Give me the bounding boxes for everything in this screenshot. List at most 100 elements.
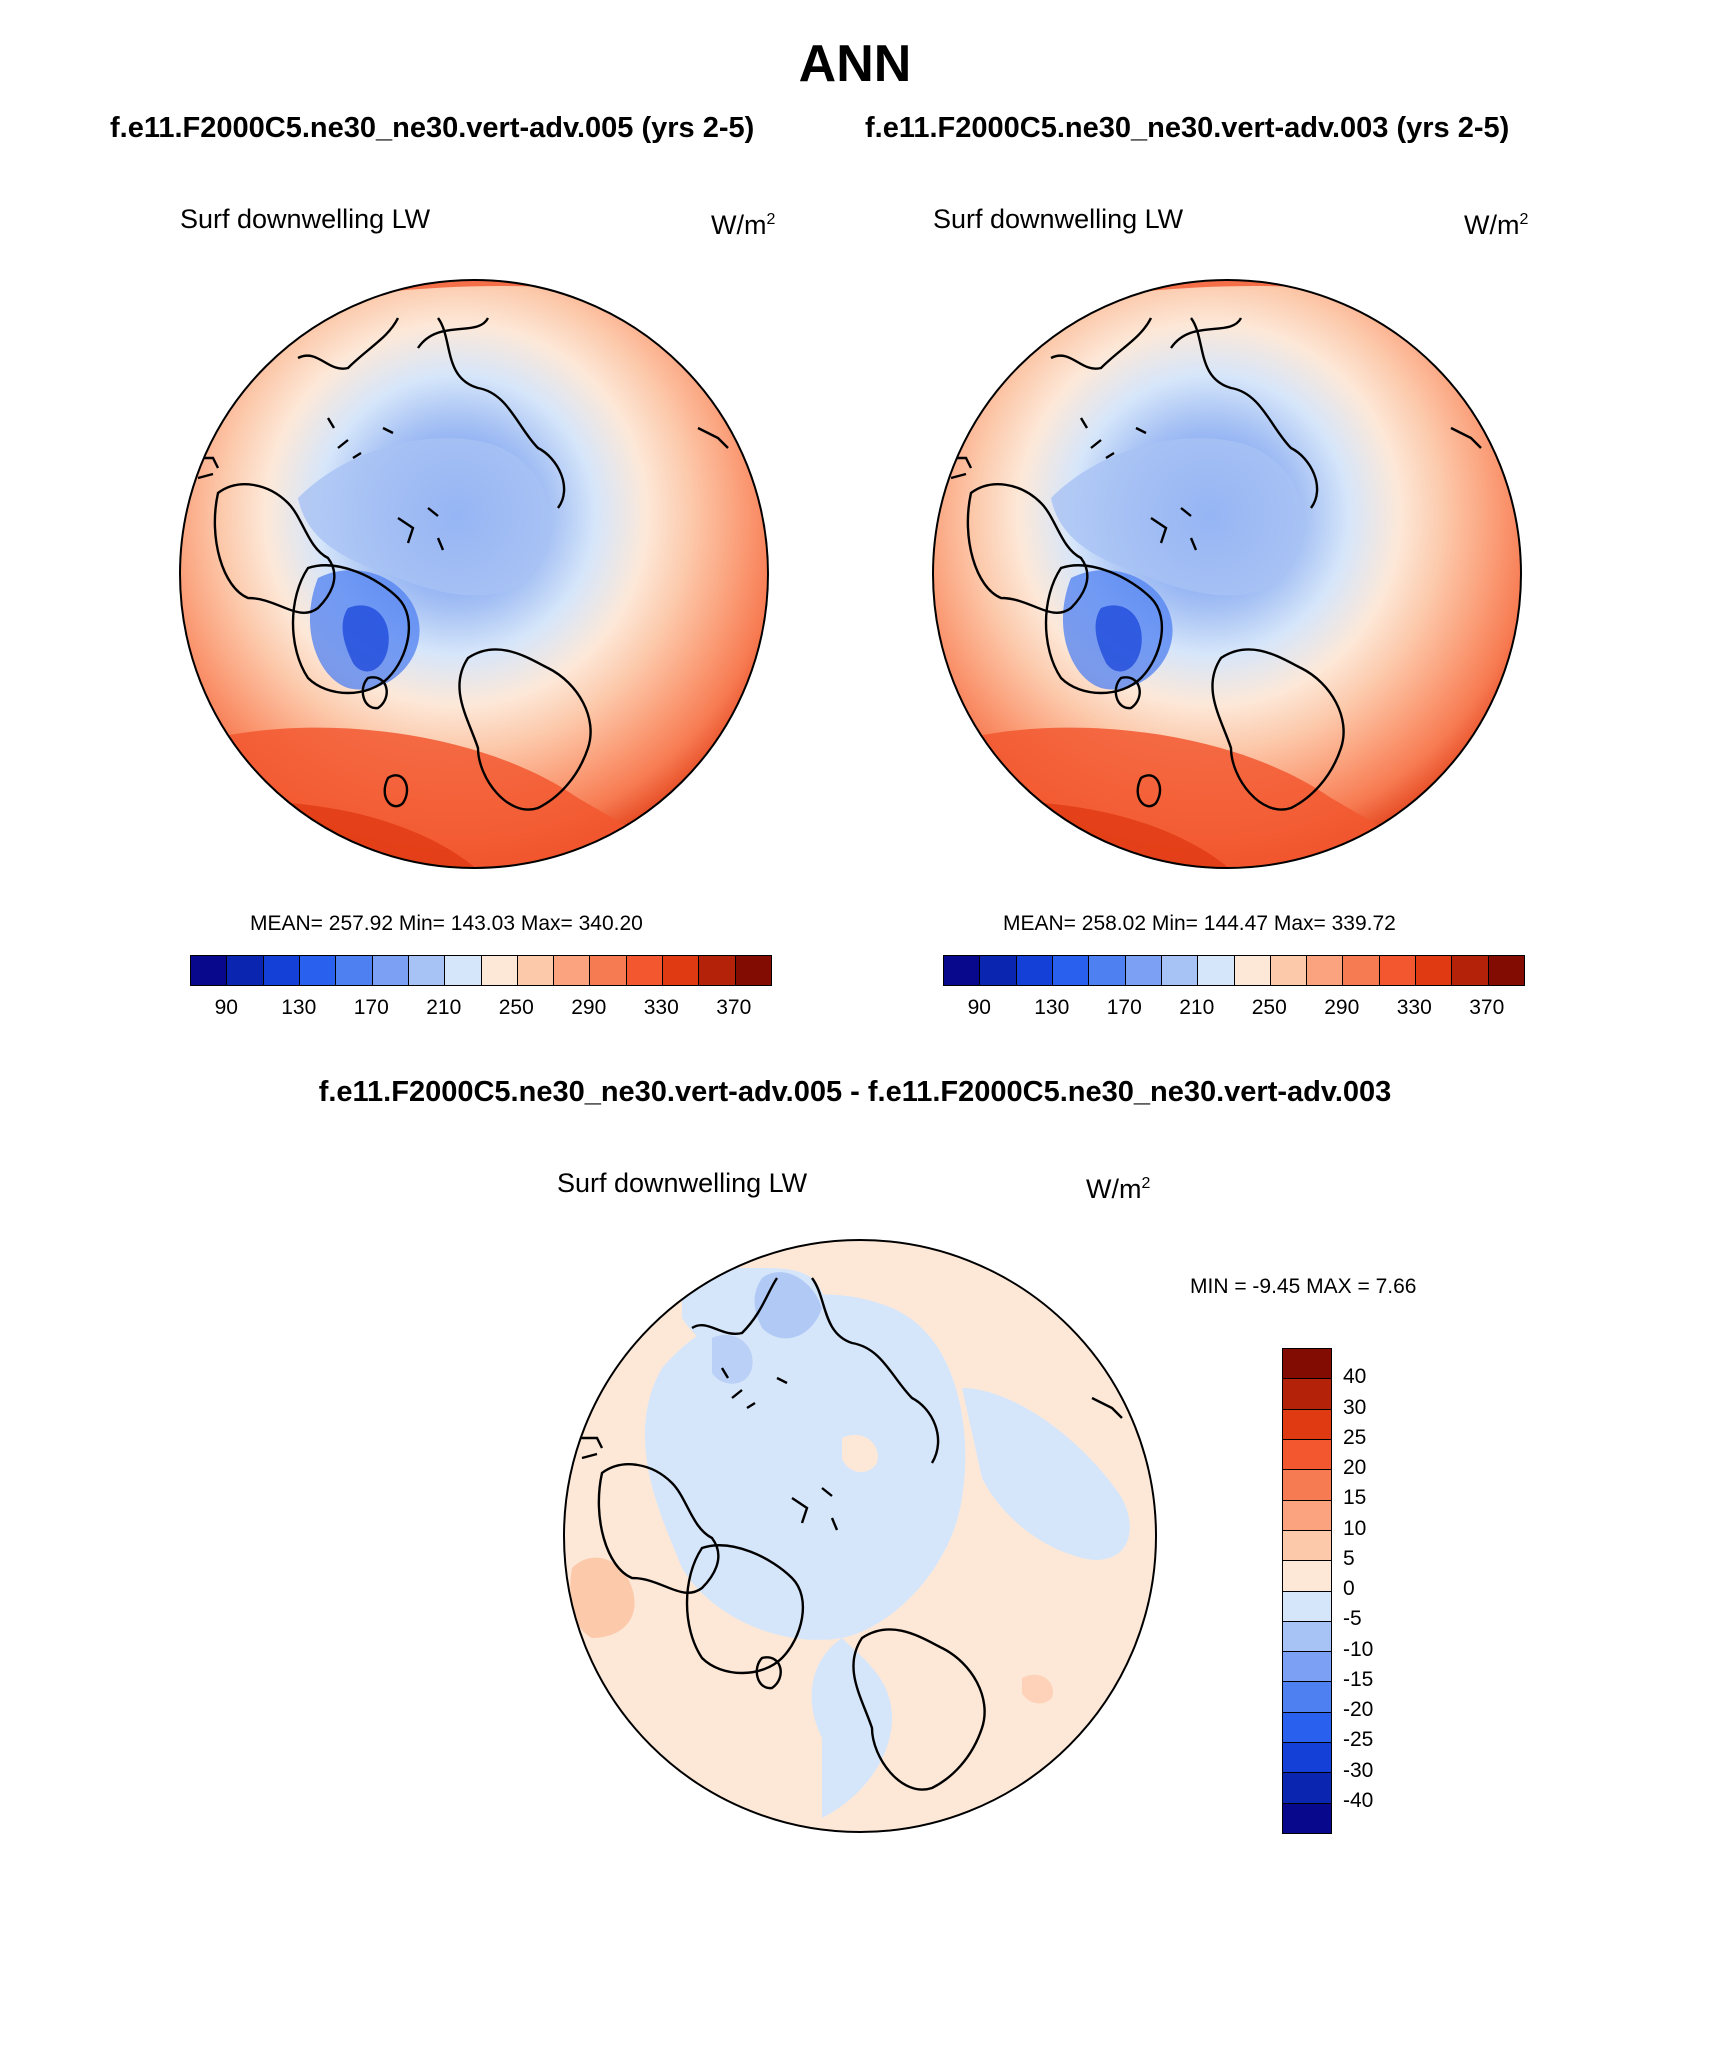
diff-colorbar-tick-label: -15 [1343, 1667, 1374, 1691]
panel1-colorbar-swatch [554, 956, 591, 985]
diff-colorbar [1282, 1348, 1332, 1834]
diff-colorbar-swatch [1283, 1621, 1331, 1653]
panel2-colorbar-swatch [1234, 956, 1271, 985]
diff-variable-label: Surf downwelling LW [557, 1168, 808, 1198]
diff-units-label: W/m2 [1086, 1174, 1151, 1204]
diff-stats: MIN = -9.45 MAX = 7.66 [1190, 1275, 1417, 1298]
panel2-colorbar-swatch [1052, 956, 1090, 985]
panel2-colorbar-tick-label: 130 [1034, 996, 1070, 1019]
panel1-units-label: W/m2 [711, 210, 776, 240]
panel1-colorbar-tick-label: 330 [643, 996, 679, 1019]
panel2-colorbar-swatch [944, 956, 981, 985]
panel1-colorbar-tick-label: 370 [716, 996, 752, 1019]
diff-colorbar-swatch [1283, 1530, 1331, 1562]
diff-colorbar-tick-label: -40 [1343, 1788, 1374, 1812]
diff-colorbar-tick-label: 0 [1343, 1577, 1355, 1600]
panel1-variable-label: Surf downwelling LW [180, 204, 431, 234]
panel1-colorbar-tick-label: 90 [214, 996, 238, 1019]
panel2-colorbar-swatch [1089, 956, 1126, 985]
panel1-colorbar-tick-label: 130 [281, 996, 317, 1019]
panel2-colorbar-swatch [1343, 956, 1380, 985]
panel1-colorbar-swatch [481, 956, 518, 985]
panel2-colorbar-tick-label: 210 [1179, 996, 1215, 1019]
panel2-colorbar-swatch [980, 956, 1017, 985]
polar-map-difference [563, 1239, 1157, 1833]
panel1-colorbar-swatch [372, 956, 409, 985]
polar-map-case2 [932, 279, 1522, 869]
diff-colorbar-swatch [1283, 1712, 1331, 1744]
panel2-colorbar-swatch [1161, 956, 1199, 985]
diff-colorbar-tick-label: 20 [1343, 1456, 1367, 1479]
panel2-colorbar-swatch [1452, 956, 1489, 985]
diff-colorbar-swatch [1283, 1349, 1331, 1380]
difference-title: f.e11.F2000C5.ne30_ne30.vert-adv.005 - f… [318, 1076, 1392, 1108]
panel2-colorbar-ticks: 90 130 170 210 250 290 330 370 [0, 996, 1710, 1026]
panel2-colorbar-tick-label: 250 [1251, 996, 1287, 1019]
panel1-colorbar-tick-label: 170 [353, 996, 389, 1019]
panel2-colorbar-swatch [1198, 956, 1235, 985]
diff-colorbar-swatch [1283, 1652, 1331, 1683]
diff-colorbar-swatch [1283, 1500, 1331, 1531]
panel1-colorbar-swatch [663, 956, 700, 985]
panel1-colorbar-swatch [263, 956, 300, 985]
panel1-colorbar-swatch [336, 956, 373, 985]
panel2-colorbar-tick-label: 170 [1106, 996, 1142, 1019]
panel2-colorbar-tick-label: 290 [1324, 996, 1360, 1019]
panel1-colorbar-tick-label: 290 [571, 996, 607, 1019]
panel2-colorbar-tick-label: 330 [1396, 996, 1432, 1019]
panel1-colorbar-ticks: 90 130 170 210 250 290 330 370 [0, 996, 1710, 1026]
diff-colorbar-tick-label: -20 [1343, 1698, 1374, 1721]
panel1-colorbar-swatch [626, 956, 664, 985]
panel2-colorbar-swatch [1125, 956, 1162, 985]
diff-colorbar-swatch [1283, 1439, 1331, 1471]
panel1-colorbar-tick-label: 250 [498, 996, 534, 1019]
panel2-colorbar-swatch [1270, 956, 1308, 985]
panel1-colorbar-swatch [408, 956, 446, 985]
panel2-colorbar-swatch [1016, 956, 1053, 985]
diff-colorbar-tick-label: 30 [1343, 1395, 1367, 1419]
panel1-colorbar-swatch [445, 956, 482, 985]
panel1-colorbar-swatch [590, 956, 627, 985]
diff-colorbar-tick-label: -25 [1343, 1728, 1374, 1752]
diff-colorbar-tick-label: -5 [1343, 1607, 1362, 1631]
diff-colorbar-tick-label: 5 [1343, 1546, 1355, 1570]
panel1-colorbar-swatch [299, 956, 337, 985]
diff-colorbar-swatch [1283, 1561, 1331, 1592]
diff-colorbar-swatch [1283, 1470, 1331, 1501]
panel2-stats: MEAN= 258.02 Min= 144.47 Max= 339.72 [1003, 912, 1396, 935]
diff-colorbar-tick-label: 10 [1343, 1516, 1367, 1540]
diff-colorbar-tick-label: 15 [1343, 1486, 1367, 1510]
panel1-colorbar [190, 955, 772, 986]
case-title-right: f.e11.F2000C5.ne30_ne30.vert-adv.003 (yr… [865, 112, 1510, 144]
diff-colorbar-swatch [1283, 1803, 1331, 1833]
diff-colorbar-swatch [1283, 1379, 1331, 1410]
diff-colorbar-tick-label: 25 [1343, 1425, 1367, 1449]
panel2-colorbar-tick-label: 90 [967, 996, 991, 1019]
panel2-colorbar-swatch [1416, 956, 1453, 985]
panel2-colorbar [943, 955, 1525, 986]
diff-colorbar-swatch [1283, 1591, 1331, 1622]
diff-colorbar-swatch [1283, 1682, 1331, 1713]
diff-colorbar-tick-label: 40 [1343, 1365, 1367, 1389]
diff-colorbar-tick-label: -10 [1343, 1637, 1374, 1661]
panel1-colorbar-swatch [191, 956, 228, 985]
panel2-colorbar-swatch [1488, 956, 1524, 985]
panel2-colorbar-tick-label: 370 [1469, 996, 1505, 1019]
panel2-colorbar-swatch [1379, 956, 1417, 985]
panel2-units-label: W/m2 [1464, 210, 1529, 240]
diff-colorbar-swatch [1283, 1773, 1331, 1804]
panel2-colorbar-swatch [1307, 956, 1344, 985]
panel1-stats: MEAN= 257.92 Min= 143.03 Max= 340.20 [250, 912, 643, 935]
panel1-colorbar-swatch [227, 956, 264, 985]
panel2-variable-label: Surf downwelling LW [933, 204, 1184, 234]
diff-colorbar-tick-label: -30 [1343, 1758, 1374, 1782]
plot-title: ANN [798, 35, 912, 93]
panel1-colorbar-swatch [699, 956, 736, 985]
polar-map-case1 [179, 279, 769, 869]
panel1-colorbar-swatch [517, 956, 555, 985]
panel1-colorbar-tick-label: 210 [426, 996, 462, 1019]
panel1-colorbar-swatch [735, 956, 771, 985]
diff-colorbar-swatch [1283, 1409, 1331, 1440]
case-title-left: f.e11.F2000C5.ne30_ne30.vert-adv.005 (yr… [110, 112, 755, 144]
diff-colorbar-swatch [1283, 1743, 1331, 1774]
